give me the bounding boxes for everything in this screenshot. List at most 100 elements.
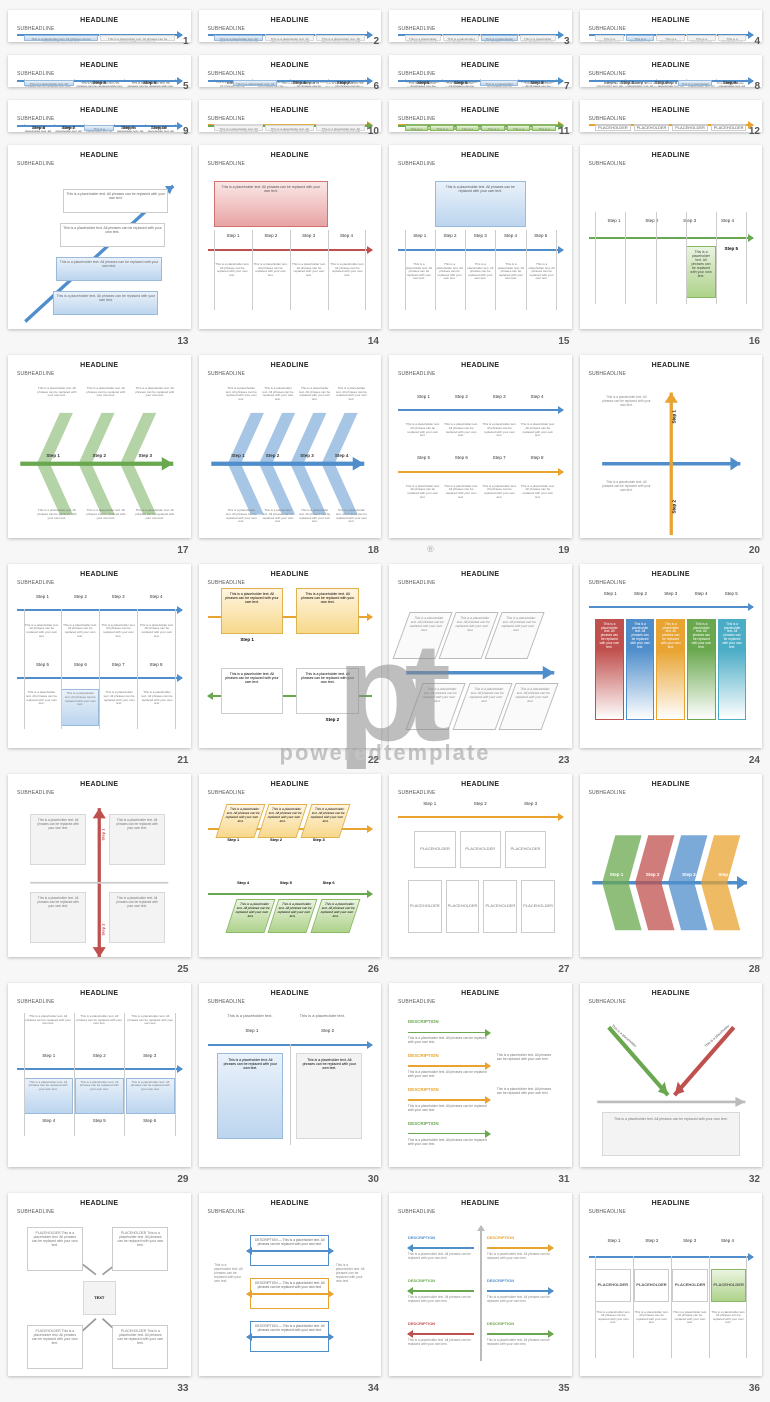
slide-thumbnail: HEADLINESUBHEADLINEThis is a placeholder… [199,1193,382,1377]
slide-thumbnail: HEADLINESUBHEADLINEStep 1Step 2Step 3Thi… [199,100,382,132]
slide-number: 24 [749,755,760,766]
slide-thumbnail: HEADLINESUBHEADLINEThis is a placeholder… [199,564,382,748]
slide-thumbnail: HEADLINESUBHEADLINEStep 1Step 2Step 3PLA… [389,774,572,958]
slide-cell[interactable]: HEADLINESUBHEADLINEThis is a placeholder… [389,55,572,90]
slide-number: 4 [754,36,760,47]
slide-thumbnail: HEADLINESUBHEADLINE Step 1Step 2This is … [580,355,763,539]
slide-cell[interactable]: HEADLINESUBHEADLINEThis is a placeholder… [8,983,191,1183]
slide-number: 15 [558,336,569,347]
slide-cell[interactable]: HEADLINESUBHEADLINEThis is a placeholder… [199,564,382,764]
slide-number: 35 [558,1383,569,1394]
slide-thumbnail: HEADLINESUBHEADLINE This is a placeholde… [389,564,572,748]
slide-number: 31 [558,1174,569,1185]
slide-number: 14 [368,336,379,347]
slide-thumbnail: HEADLINESUBHEADLINEStep 1Step 2Step 3Ste… [580,564,763,748]
slide-thumbnail: HEADLINESUBHEADLINE Step 1Step 2Step 3St… [580,774,763,958]
slide-thumbnail: HEADLINESUBHEADLINE This is a placeholde… [8,145,191,329]
slide-thumbnail: HEADLINESUBHEADLINEStep 1Step 2Step 3Ste… [580,100,763,132]
slide-number: 2 [373,36,379,47]
slide-number: 11 [559,126,570,137]
thumbnail-grid: HEADLINESUBHEADLINEStep 1Step 2This is a… [0,0,770,1402]
slide-cell[interactable]: HEADLINESUBHEADLINEThis is a placeholder… [389,145,572,345]
slide-number: 17 [177,545,188,556]
slide-thumbnail: HEADLINESUBHEADLINEThis is a placeholder… [199,55,382,87]
slide-cell[interactable]: HEADLINESUBHEADLINEThis is a placeholder… [199,55,382,90]
slide-thumbnail: HEADLINESUBHEADLINEThis is a placeholder… [8,100,191,132]
slide-cell[interactable]: HEADLINESUBHEADLINEStep 1Step 2Step 3Ste… [580,564,763,764]
slide-cell[interactable]: HEADLINESUBHEADLINE This is a placeholde… [8,774,191,974]
slide-cell[interactable]: HEADLINESUBHEADLINE This is a placeholde… [389,564,572,764]
slide-cell[interactable]: HEADLINESUBHEADLINEStep 1Step 2Step 3Ste… [580,100,763,135]
slide-cell[interactable]: HEADLINESUBHEADLINEStep 1Step 2This is a… [8,10,191,45]
slide-number: 32 [749,1174,760,1185]
slide-cell[interactable]: HEADLINESUBHEADLINEThis is a placeholder… [580,55,763,90]
slide-cell[interactable]: HEADLINESUBHEADLINE PLACEHOLDER This is … [8,1193,191,1393]
slide-number: 8 [754,81,760,92]
slide-number: 12 [749,126,760,137]
slide-number: 13 [177,336,188,347]
slide-thumbnail: HEADLINESUBHEADLINEThis is a placeholder… [8,983,191,1167]
slide-cell[interactable]: HEADLINESUBHEADLINEStep 1Step 2Step 3Ste… [389,355,572,555]
slide-number: 10 [368,126,379,137]
slide-cell[interactable]: HEADLINESUBHEADLINEStep 1Step 2Step 3Ste… [8,564,191,764]
slide-thumbnail: HEADLINESUBHEADLINE This is a placeholde… [8,355,191,539]
slide-cell[interactable]: HEADLINESUBHEADLINE This is a placeholde… [199,355,382,555]
slide-number: 33 [177,1383,188,1394]
slide-cell[interactable]: HEADLINESUBHEADLINEDESCRIPTIONThis is a … [389,1193,572,1393]
slide-number: 3 [564,36,570,47]
slide-thumbnail: HEADLINESUBHEADLINEDESCRIPTIONThis is a … [389,1193,572,1377]
slide-thumbnail: HEADLINESUBHEADLINEThis is a placeholder… [199,983,382,1167]
slide-thumbnail: HEADLINESUBHEADLINEStep 1Step 2Step 3Ste… [580,1193,763,1377]
slide-number: 25 [177,964,188,975]
slide-number: 18 [368,545,379,556]
slide-thumbnail: HEADLINESUBHEADLINEDESCRIPTIONThis is a … [389,983,572,1167]
slide-cell[interactable]: HEADLINESUBHEADLINEStep 1Step 2Step 3Ste… [389,10,572,45]
slide-number: 20 [749,545,760,556]
slide-cell[interactable]: HEADLINESUBHEADLINEThis is a placeholder… [199,1193,382,1393]
slide-thumbnail: HEADLINESUBHEADLINEThis is a placeholder… [8,55,191,87]
slide-number: 7 [564,81,570,92]
slide-cell[interactable]: HEADLINESUBHEADLINEStep 1Step 2Step 3PLA… [389,774,572,974]
slide-cell[interactable]: HEADLINESUBHEADLINE This is a placeholde… [8,355,191,555]
slide-cell[interactable]: HEADLINESUBHEADLINEStep 1Step 2Step 3Thi… [199,100,382,135]
slide-thumbnail: HEADLINESUBHEADLINE This is a placeholde… [580,983,763,1167]
slide-thumbnail: HEADLINESUBHEADLINEStep 1This is a place… [389,100,572,132]
slide-number: 6 [373,81,379,92]
slide-cell[interactable]: HEADLINESUBHEADLINEDESCRIPTIONThis is a … [389,983,572,1183]
slide-cell[interactable]: HEADLINESUBHEADLINE Step 1Step 2This is … [580,355,763,555]
slide-number: 34 [368,1383,379,1394]
slide-thumbnail: HEADLINESUBHEADLINEStep 1Step 2Step 3Ste… [389,355,572,539]
slide-thumbnail: HEADLINESUBHEADLINEThis is a placeholder… [199,774,382,958]
slide-thumbnail: HEADLINESUBHEADLINEStep 1Step 2Step 3Ste… [389,10,572,42]
slide-number: 22 [368,755,379,766]
slide-thumbnail: HEADLINESUBHEADLINEStep 1Step 2Step 3Ste… [580,10,763,42]
slide-cell[interactable]: HEADLINESUBHEADLINEStep 1Step 2Step 3Ste… [580,10,763,45]
slide-cell[interactable]: HEADLINESUBHEADLINEThis is a placeholder… [199,145,382,345]
slide-number: 19 [558,545,569,556]
slide-thumbnail: HEADLINESUBHEADLINE PLACEHOLDER This is … [8,1193,191,1377]
slide-number: 23 [558,755,569,766]
slide-number: 26 [368,964,379,975]
slide-cell[interactable]: HEADLINESUBHEADLINEStep 1Step 2Step 3Thi… [199,10,382,45]
slide-number: 36 [749,1383,760,1394]
slide-cell[interactable]: HEADLINESUBHEADLINE Step 1Step 2Step 3St… [580,774,763,974]
slide-cell[interactable]: HEADLINESUBHEADLINEStep 1This is a place… [389,100,572,135]
slide-number: 16 [749,336,760,347]
slide-thumbnail: HEADLINESUBHEADLINEThis is a placeholder… [389,55,572,87]
slide-thumbnail: HEADLINESUBHEADLINEStep 1Step 2Step 3Ste… [8,564,191,748]
slide-cell[interactable]: HEADLINESUBHEADLINEThis is a placeholder… [8,55,191,90]
slide-number: 5 [183,81,189,92]
slide-number: 30 [368,1174,379,1185]
slide-cell[interactable]: HEADLINESUBHEADLINEThis is a placeholder… [8,100,191,135]
slide-thumbnail: HEADLINESUBHEADLINEStep 1Step 2Step 3Ste… [580,145,763,329]
slide-cell[interactable]: HEADLINESUBHEADLINE This is a placeholde… [8,145,191,345]
slide-cell[interactable]: HEADLINESUBHEADLINEThis is a placeholder… [199,774,382,974]
slide-number: 1 [183,36,189,47]
slide-cell[interactable]: HEADLINESUBHEADLINEStep 1Step 2Step 3Ste… [580,145,763,345]
slide-thumbnail: HEADLINESUBHEADLINEThis is a placeholder… [389,145,572,329]
slide-cell[interactable]: HEADLINESUBHEADLINEThis is a placeholder… [199,983,382,1183]
slide-thumbnail: HEADLINESUBHEADLINEThis is a placeholder… [199,145,382,329]
slide-thumbnail: HEADLINESUBHEADLINEStep 1Step 2Step 3Thi… [199,10,382,42]
slide-cell[interactable]: HEADLINESUBHEADLINE This is a placeholde… [580,983,763,1183]
slide-cell[interactable]: HEADLINESUBHEADLINEStep 1Step 2Step 3Ste… [580,1193,763,1393]
